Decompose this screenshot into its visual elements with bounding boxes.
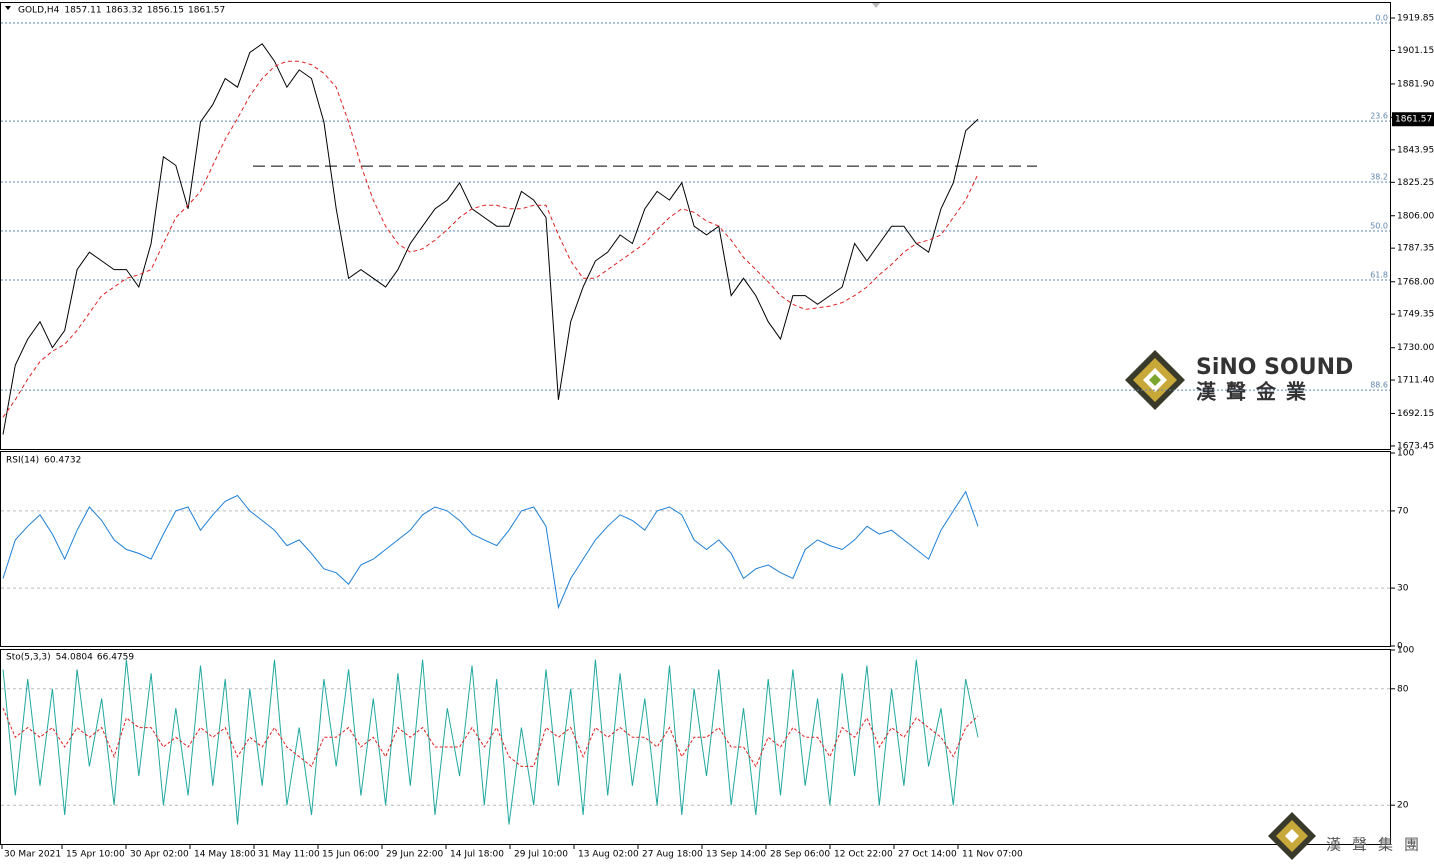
pane-value: 54.0804 [56,653,93,663]
x-tick-label: 13 Aug 02:00 [578,850,639,860]
footer-core [1285,829,1299,843]
price-tag-label: 1861.57 [1395,115,1432,125]
rsi-pane [0,451,1391,647]
series-line [2,659,979,825]
y-tick-label: 30 [1397,584,1409,594]
logo-chinese: 漢聲金業 [1196,380,1316,404]
x-tick-label: 27 Aug 18:00 [642,850,703,860]
y-tick-label: 1787.35 [1397,244,1434,254]
series-line [2,490,979,610]
y-tick-label: 1919.85 [1397,14,1434,24]
pane-value: 1863.32 [106,6,143,16]
x-tick-label: 15 Apr 10:00 [66,850,125,860]
x-tick-label: 29 Jun 22:00 [386,850,443,860]
y-tick-label: 1825.25 [1397,178,1434,188]
x-tick-label: 30 Apr 02:00 [130,850,189,860]
y-tick-label: 70 [1397,506,1409,516]
pane-value: 1857.11 [64,6,101,16]
x-tick-label: 30 Mar 2021 [4,850,61,860]
pane-title: RSI(14) [6,456,39,466]
x-tick-label: 31 May 11:00 [258,850,320,860]
pane-title: GOLD,H4 [18,6,60,16]
series-line [2,708,979,768]
fib-label: 50.0 [1370,222,1388,231]
pane-title: Sto(5,3,3) [6,653,51,663]
fib-label: 23.6 [1370,112,1388,121]
y-tick-label: 1806.00 [1397,211,1434,221]
y-tick-label: 80 [1397,684,1409,694]
pane-value: 1861.57 [188,6,225,16]
y-tick-label: 1768.00 [1397,277,1434,287]
x-tick-label: 29 Jul 10:00 [514,850,568,860]
fib-label: 0.0 [1375,13,1388,22]
x-tick-label: 14 Jul 18:00 [450,850,504,860]
series-line [2,43,979,435]
shift-marker [872,3,880,8]
y-tick-label: 1711.40 [1397,376,1434,386]
y-tick-label: 1901.15 [1397,46,1434,56]
pane-value: 1856.15 [147,6,184,16]
fib-label: 88.6 [1370,381,1388,390]
series-line [2,60,979,418]
y-tick-label: 1843.95 [1397,145,1434,155]
footer-logo: 漢聲集團 [1268,812,1430,860]
y-tick-label: 1692.15 [1397,409,1434,419]
fib-label: 38.2 [1370,173,1388,182]
x-tick-label: 12 Oct 22:00 [834,850,893,860]
pane-value: 66.4759 [97,653,134,663]
pane-value: 60.4732 [44,456,81,466]
fib-label: 61.8 [1370,271,1388,280]
x-tick-label: 13 Sep 14:00 [706,850,766,860]
y-tick-label: 100 [1397,646,1414,656]
y-tick-label: 100 [1397,449,1414,459]
y-tick-label: 0 [1397,642,1403,652]
y-tick-label: 1730.00 [1397,343,1434,353]
logo-dot [1149,374,1161,386]
x-tick-label: 15 Jun 06:00 [322,850,379,860]
logo-brand: SiNO SOUND [1196,355,1353,380]
x-tick-label: 11 Nov 07:00 [962,850,1023,860]
footer-text: 漢聲集團 [1326,836,1430,854]
price-pane [0,2,1391,450]
x-tick-label: 28 Sep 06:00 [770,850,830,860]
logo: SiNO SOUND 漢聲金業 [1125,350,1353,410]
price-tag [1392,112,1434,127]
y-tick-label: 1673.45 [1397,441,1434,451]
x-tick-label: 27 Oct 14:00 [898,850,957,860]
sto-pane [0,649,1391,845]
x-tick-label: 14 May 18:00 [194,850,256,860]
y-tick-label: 1881.90 [1397,79,1434,89]
symbol-arrow [5,6,11,10]
y-tick-label: 20 [1397,801,1409,811]
y-tick-label: 1749.35 [1397,310,1434,320]
